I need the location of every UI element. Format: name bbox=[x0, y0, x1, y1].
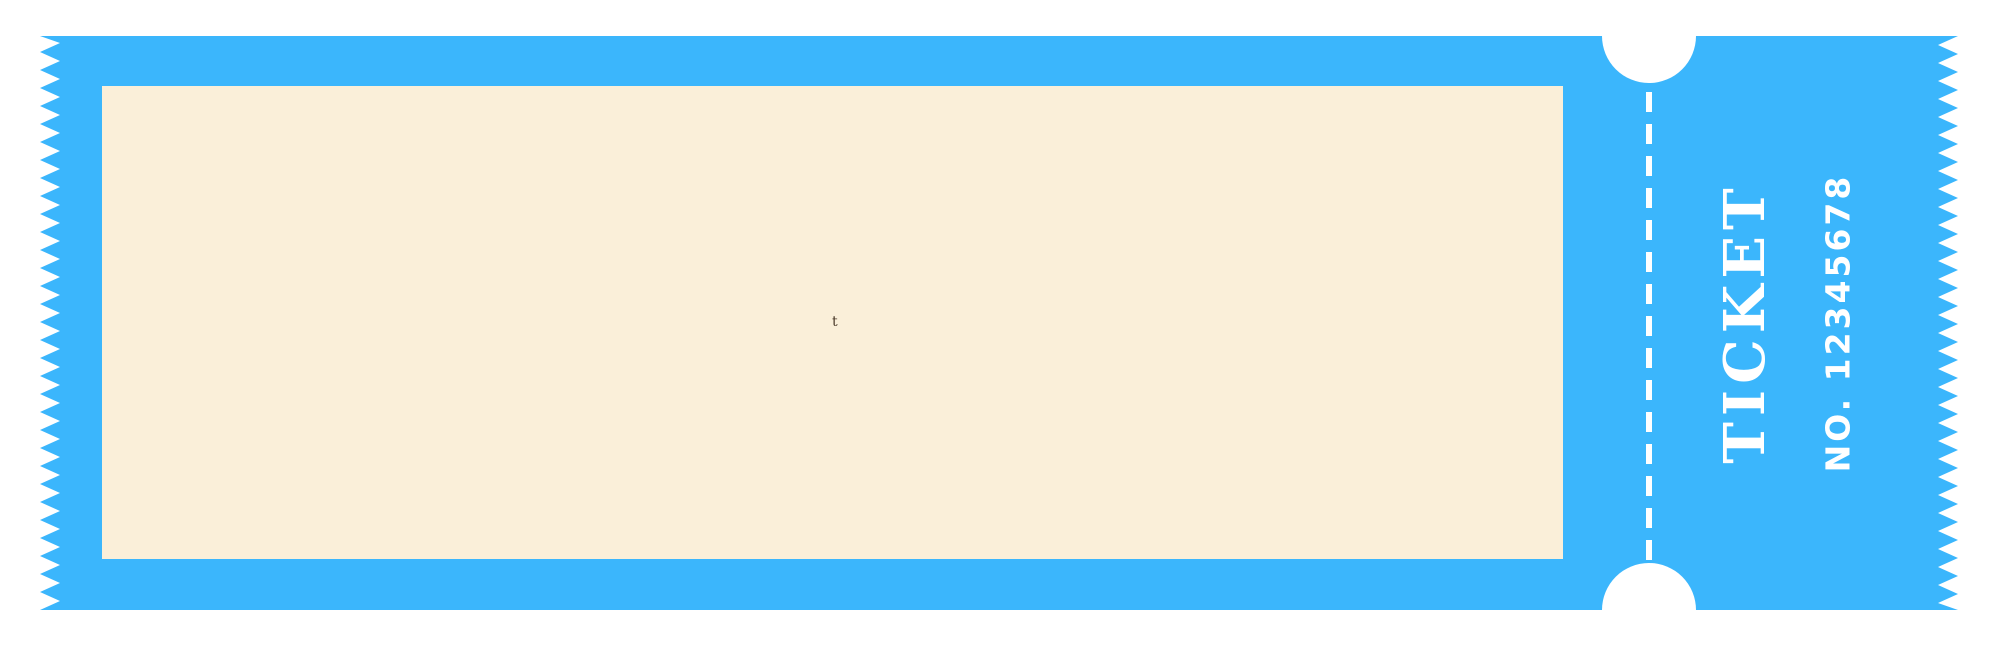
stub-title: TICKET bbox=[1712, 182, 1778, 464]
main-panel bbox=[102, 86, 1563, 559]
main-area-text: t bbox=[832, 314, 838, 330]
stub-number: NO. 12345678 bbox=[1818, 173, 1858, 473]
